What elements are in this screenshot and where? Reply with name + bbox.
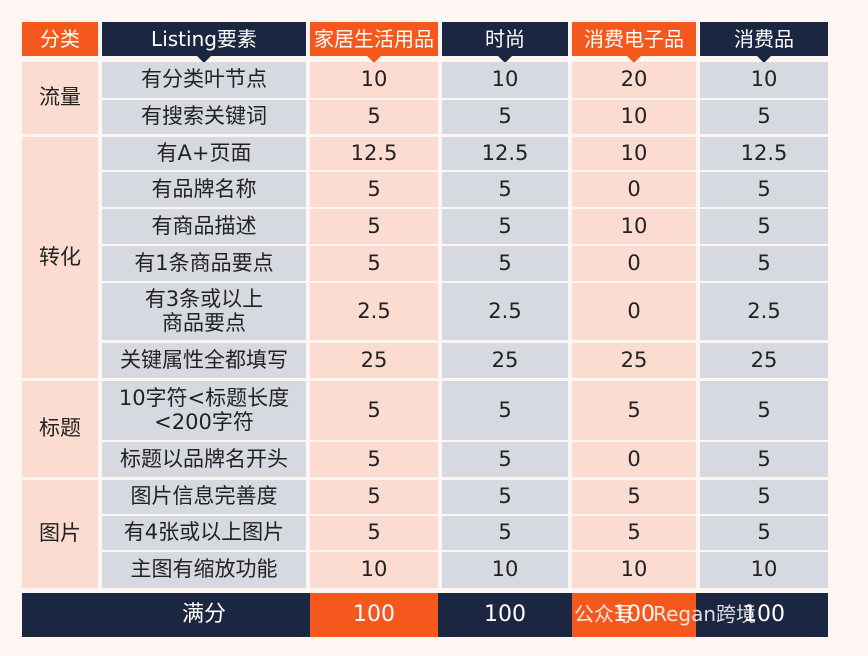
score-cell: 5 bbox=[310, 100, 438, 134]
column-header: 消费电子品 bbox=[572, 22, 696, 63]
score-cell: 10 bbox=[310, 552, 438, 588]
score-cell: 5 bbox=[572, 381, 696, 440]
score-cell: 25 bbox=[572, 343, 696, 378]
score-cell: 5 bbox=[572, 516, 696, 550]
score-cell: 5 bbox=[442, 442, 568, 477]
row-label: 有4张或以上图片 bbox=[102, 516, 306, 550]
score-cell: 10 bbox=[442, 552, 568, 588]
total-label: 满分 bbox=[181, 601, 226, 627]
score-cell: 10 bbox=[310, 62, 438, 98]
row-label: 有3条或以上 商品要点 bbox=[102, 283, 306, 340]
row-label: 有A+页面 bbox=[102, 137, 306, 170]
score-cell: 5 bbox=[310, 516, 438, 550]
score-cell: 5 bbox=[310, 246, 438, 281]
score-cell: 10 bbox=[572, 100, 696, 134]
row-label: 有分类叶节点 bbox=[102, 62, 306, 98]
header-pointer bbox=[197, 56, 211, 63]
total-cell: 100 bbox=[310, 593, 438, 637]
score-cell: 12.5 bbox=[442, 137, 568, 170]
score-cell: 5 bbox=[310, 480, 438, 514]
score-cell: 0 bbox=[572, 246, 696, 281]
row-label: 图片信息完善度 bbox=[102, 480, 306, 514]
score-cell: 5 bbox=[310, 381, 438, 440]
score-cell: 2.5 bbox=[310, 283, 438, 340]
score-cell: 5 bbox=[572, 480, 696, 514]
score-cell: 5 bbox=[442, 246, 568, 281]
category-cell: 流量 bbox=[22, 62, 98, 134]
category-cell: 转化 bbox=[22, 137, 98, 378]
total-cell: 100 bbox=[572, 593, 696, 637]
score-cell: 12.5 bbox=[700, 137, 828, 170]
score-cell: 5 bbox=[442, 172, 568, 207]
header-pointer bbox=[757, 56, 771, 63]
score-cell: 5 bbox=[442, 209, 568, 244]
column-header: 消费品 bbox=[700, 22, 828, 63]
score-cell: 12.5 bbox=[310, 137, 438, 170]
category-cell: 图片 bbox=[22, 480, 98, 588]
score-cell: 10 bbox=[572, 552, 696, 588]
score-cell: 5 bbox=[442, 100, 568, 134]
row-label: 关键属性全都填写 bbox=[102, 343, 306, 378]
score-cell: 5 bbox=[700, 516, 828, 550]
header-pointer bbox=[627, 56, 641, 63]
score-cell: 5 bbox=[700, 442, 828, 477]
score-cell: 5 bbox=[700, 100, 828, 134]
score-cell: 10 bbox=[700, 552, 828, 588]
score-cell: 5 bbox=[310, 209, 438, 244]
score-cell: 0 bbox=[572, 442, 696, 477]
total-cell: 100 bbox=[700, 593, 828, 637]
column-header: 分类 bbox=[22, 22, 98, 56]
score-cell: 5 bbox=[310, 172, 438, 207]
row-label: 有1条商品要点 bbox=[102, 246, 306, 281]
column-header: Listing要素 bbox=[102, 22, 306, 63]
score-cell: 5 bbox=[700, 480, 828, 514]
score-cell: 10 bbox=[572, 137, 696, 170]
score-cell: 25 bbox=[700, 343, 828, 378]
score-cell: 5 bbox=[700, 246, 828, 281]
row-label: 主图有缩放功能 bbox=[102, 552, 306, 588]
score-cell: 5 bbox=[700, 381, 828, 440]
row-label: 有搜索关键词 bbox=[102, 100, 306, 134]
score-cell: 10 bbox=[700, 62, 828, 98]
score-cell: 10 bbox=[442, 62, 568, 98]
header-pointer bbox=[367, 56, 381, 63]
row-label: 标题以品牌名开头 bbox=[102, 442, 306, 477]
watermark: 公众号 · Regan跨境 bbox=[574, 602, 757, 626]
header-pointer bbox=[498, 56, 512, 63]
score-cell: 10 bbox=[572, 209, 696, 244]
score-cell: 5 bbox=[700, 172, 828, 207]
score-cell: 25 bbox=[442, 343, 568, 378]
column-header: 家居生活用品 bbox=[310, 22, 438, 63]
total-cell: 100 bbox=[442, 593, 568, 637]
score-cell: 20 bbox=[572, 62, 696, 98]
score-cell: 2.5 bbox=[442, 283, 568, 340]
score-cell: 5 bbox=[442, 381, 568, 440]
category-cell: 标题 bbox=[22, 381, 98, 477]
score-cell: 0 bbox=[572, 283, 696, 340]
score-cell: 5 bbox=[700, 209, 828, 244]
row-label: 有商品描述 bbox=[102, 209, 306, 244]
score-cell: 0 bbox=[572, 172, 696, 207]
score-cell: 5 bbox=[310, 442, 438, 477]
score-cell: 2.5 bbox=[700, 283, 828, 340]
column-header: 时尚 bbox=[442, 22, 568, 63]
row-label: 有品牌名称 bbox=[102, 172, 306, 207]
score-cell: 5 bbox=[442, 516, 568, 550]
score-cell: 25 bbox=[310, 343, 438, 378]
row-label: 10字符<标题长度 <200字符 bbox=[102, 381, 306, 440]
score-cell: 5 bbox=[442, 480, 568, 514]
